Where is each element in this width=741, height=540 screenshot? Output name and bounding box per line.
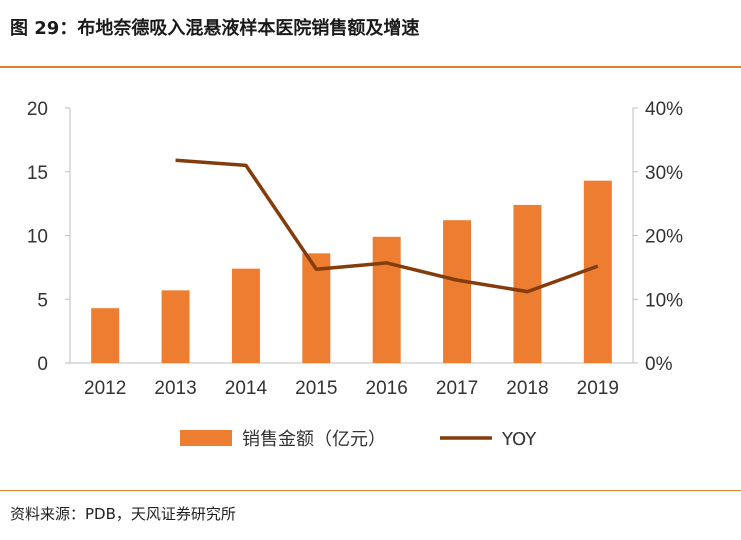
legend-bar-label: 销售金额（亿元） [242,429,386,450]
y-right-tick-label: 40% [645,99,683,120]
y-right-tick-label: 30% [645,163,683,184]
x-tick-label: 2013 [154,378,196,399]
bar-2013 [161,290,190,363]
yoy-line [175,158,599,294]
y-left-tick-label: 10 [27,227,48,248]
y-right-tick-labels: 0% 10% 20% 30% 40% [645,99,683,375]
x-tick-labels: 2012 2013 2014 2015 2016 2017 2018 2019 [84,378,619,399]
x-tick-label: 2016 [366,378,408,399]
y-left-tick-labels: 0 5 10 15 20 [27,99,48,375]
legend-line-label: YOY [501,429,537,450]
y-left-tick-label: 20 [27,99,48,120]
bar-2016 [372,236,401,363]
y-right-tick-label: 0% [645,354,673,375]
x-tick-label: 2014 [225,378,268,399]
legend: 销售金额（亿元） YOY [180,429,537,450]
bar-2015 [302,253,331,363]
bar-2012 [91,308,120,363]
x-tick-label: 2019 [577,378,619,399]
x-tick-label: 2018 [506,378,548,399]
bar-2018 [513,204,542,363]
footer-divider [0,490,741,491]
source-note: 资料来源：PDB，天风证券研究所 [10,505,236,523]
x-tick-label: 2012 [84,378,126,399]
y-left-tick-label: 5 [37,290,48,311]
bar-2019 [583,180,612,363]
y-left-tick-label: 0 [37,354,48,375]
line-series [175,158,599,294]
x-tick-label: 2015 [295,378,337,399]
y-right-tick-label: 10% [645,290,683,311]
y-left-tick-label: 15 [27,163,48,184]
page-title: 图 29：布地奈德吸入混悬液样本医院销售额及增速 [10,18,420,39]
title-divider [0,66,741,68]
bar-series [91,180,612,363]
x-tick-label: 2017 [436,378,478,399]
legend-bar-swatch [180,430,232,446]
bar-2017 [443,220,472,363]
chart-axes [65,107,638,364]
y-right-tick-label: 20% [645,227,683,248]
bar-2014 [231,268,260,363]
